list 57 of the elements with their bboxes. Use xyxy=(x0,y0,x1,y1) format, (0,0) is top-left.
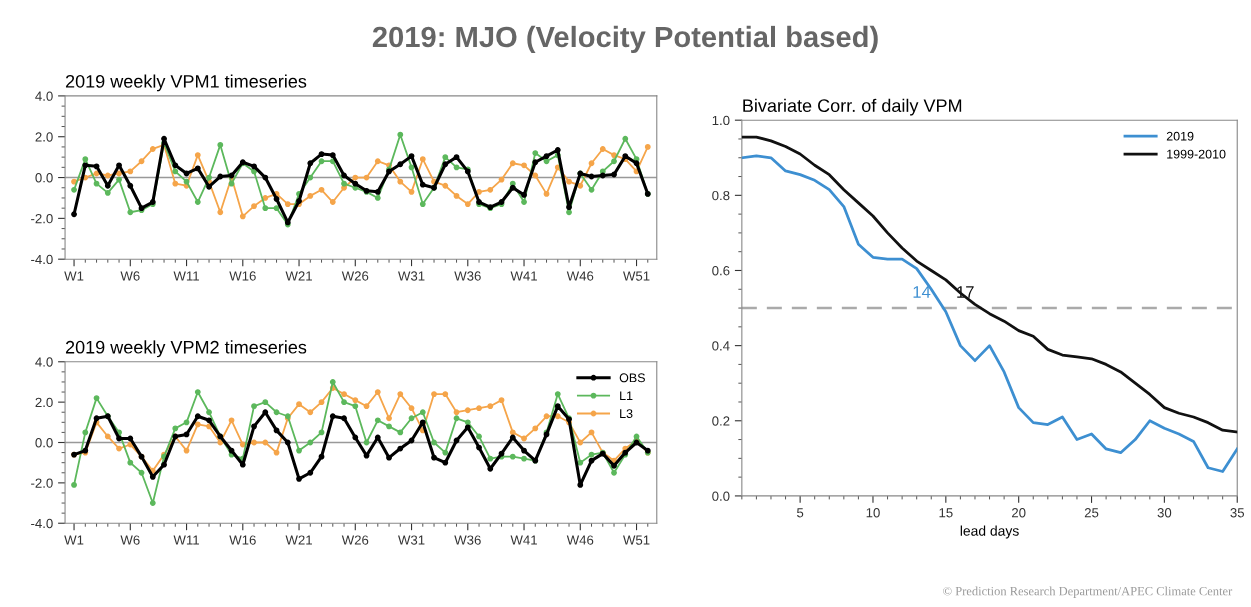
y-tick-label: 2.0 xyxy=(35,132,53,142)
y-tick-label: 0.4 xyxy=(712,341,730,351)
x-tick-label: W41 xyxy=(510,271,537,281)
chart-title: 2019 weekly VPM1 timeseries xyxy=(65,74,307,92)
y-tick-label: 1.0 xyxy=(712,115,730,126)
x-tick-label: W16 xyxy=(229,271,256,281)
y-tick-label: -4.0 xyxy=(31,518,53,529)
y-tick-label: 0.0 xyxy=(35,173,53,183)
y-tick-label: 4.0 xyxy=(35,357,53,367)
y-tick-label: 0.2 xyxy=(712,416,730,426)
legend-label: L1 xyxy=(620,391,633,400)
text: © Prediction Research Department/APEC Climate Center xyxy=(943,586,1233,598)
x-tick-label: 5 xyxy=(796,508,804,518)
chart-title: 2019 weekly VPM2 timeseries xyxy=(65,340,307,358)
legend-label: L3 xyxy=(620,409,633,419)
y-tick-label: -4.0 xyxy=(31,254,53,265)
annotation: 14 xyxy=(913,286,931,298)
x-tick-label: W51 xyxy=(623,271,650,281)
y-tick-label: 0.0 xyxy=(35,438,53,448)
y-tick-label: 4.0 xyxy=(35,91,53,101)
text: 2019: MJO (Velocity Potential based) xyxy=(372,25,878,54)
x-tick-label: W1 xyxy=(64,535,84,545)
x-tick-label: W16 xyxy=(229,535,256,545)
x-tick-label: W31 xyxy=(398,535,425,545)
x-tick-label: 25 xyxy=(1084,508,1099,518)
x-tick-label: W36 xyxy=(454,535,481,545)
x-tick-label: 30 xyxy=(1157,508,1172,518)
x-axis-title: lead days xyxy=(960,525,1019,539)
x-tick-label: 10 xyxy=(866,508,880,518)
x-tick-label: W46 xyxy=(566,535,594,545)
y-tick-label: 0.8 xyxy=(712,190,730,201)
x-tick-label: W46 xyxy=(566,271,594,281)
x-tick-label: W21 xyxy=(285,535,312,545)
x-tick-label: W11 xyxy=(173,535,199,545)
x-tick-label: W51 xyxy=(623,535,650,545)
x-tick-label: W41 xyxy=(510,535,537,545)
legend-label: 1999-2010 xyxy=(1167,149,1226,159)
x-tick-label: W31 xyxy=(398,271,425,281)
x-tick-label: W26 xyxy=(341,271,369,281)
x-tick-label: W11 xyxy=(173,271,199,281)
legend-label: OBS xyxy=(619,373,645,383)
x-tick-label: W26 xyxy=(341,535,369,545)
x-tick-label: 20 xyxy=(1012,508,1026,518)
x-tick-label: 15 xyxy=(939,508,953,518)
legend-label: 2019 xyxy=(1166,131,1194,141)
x-tick-label: W21 xyxy=(285,271,312,281)
y-tick-label: -2.0 xyxy=(31,478,53,488)
y-tick-label: -2.0 xyxy=(31,213,53,224)
y-tick-label: 0.0 xyxy=(712,491,730,501)
x-tick-label: W1 xyxy=(64,271,84,281)
x-tick-label: W6 xyxy=(120,271,140,281)
y-tick-label: 0.6 xyxy=(712,266,730,276)
x-tick-label: W36 xyxy=(454,271,481,281)
chart-title: Bivariate Corr. of daily VPM xyxy=(743,98,962,116)
x-tick-label: W6 xyxy=(120,535,140,545)
y-tick-label: 2.0 xyxy=(35,397,53,408)
x-tick-label: 35 xyxy=(1230,508,1245,518)
